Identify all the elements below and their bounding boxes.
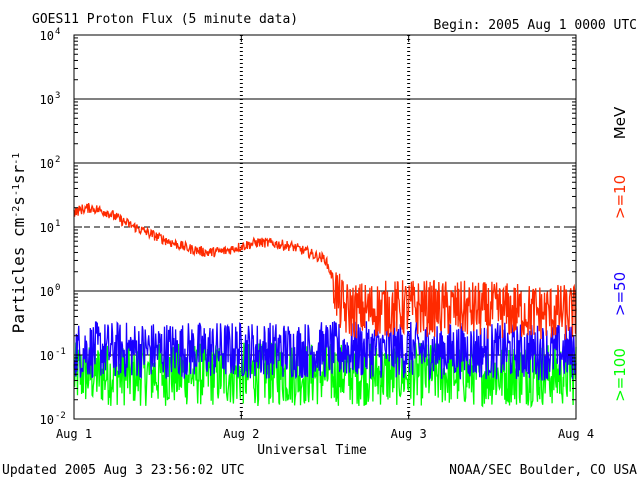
x-tick-label: Aug 3: [391, 427, 427, 441]
series-line: [73, 321, 577, 381]
x-tick-label: Aug 1: [56, 427, 92, 441]
series-lines: [73, 202, 577, 409]
y-tick-label: 10: [40, 413, 54, 427]
chart-title: GOES11 Proton Flux (5 minute data): [32, 12, 298, 27]
x-tick-label: Aug 2: [223, 427, 259, 441]
legend-label: >=50: [611, 272, 629, 316]
y-tick-label: 10: [40, 29, 54, 43]
y-tick-exponent: 4: [55, 27, 60, 37]
y-tick-label: 10: [40, 157, 54, 171]
series-line: [73, 202, 577, 340]
updated-timestamp: Updated 2005 Aug 3 23:56:02 UTC: [2, 463, 245, 478]
y-tick-exponent: 0: [55, 283, 60, 293]
y-tick-label: 10: [40, 349, 54, 363]
credit-text: NOAA/SEC Boulder, CO USA: [449, 463, 637, 478]
legend-label: >=10: [611, 175, 629, 219]
x-tick-labels: Aug 1 Aug 2 Aug 3 Aug 4: [56, 427, 594, 441]
y-tick-label: 10: [40, 285, 54, 299]
y-axis-label: Particles cm-2s-1sr-1: [9, 153, 28, 334]
legend-label: >=100: [611, 348, 629, 402]
plot-frame: [73, 34, 577, 420]
y-tick-exponent: 3: [55, 91, 60, 101]
y-tick-exponent: 1: [55, 219, 60, 229]
y-tick-label: 10: [40, 221, 54, 235]
x-tick-label: Aug 4: [558, 427, 594, 441]
y-tick-exponent: -2: [55, 411, 66, 421]
series-line: [73, 342, 577, 409]
y-tick-exponent: -1: [55, 347, 66, 357]
x-axis-label: Universal Time: [257, 443, 367, 458]
legend: >=10 >=50 >=100 MeV: [611, 106, 629, 402]
y-tick-exponent: 2: [55, 155, 60, 165]
begin-time: Begin: 2005 Aug 1 0000 UTC: [434, 18, 638, 33]
units-label: MeV: [611, 106, 629, 139]
y-tick-label: 10: [40, 93, 54, 107]
